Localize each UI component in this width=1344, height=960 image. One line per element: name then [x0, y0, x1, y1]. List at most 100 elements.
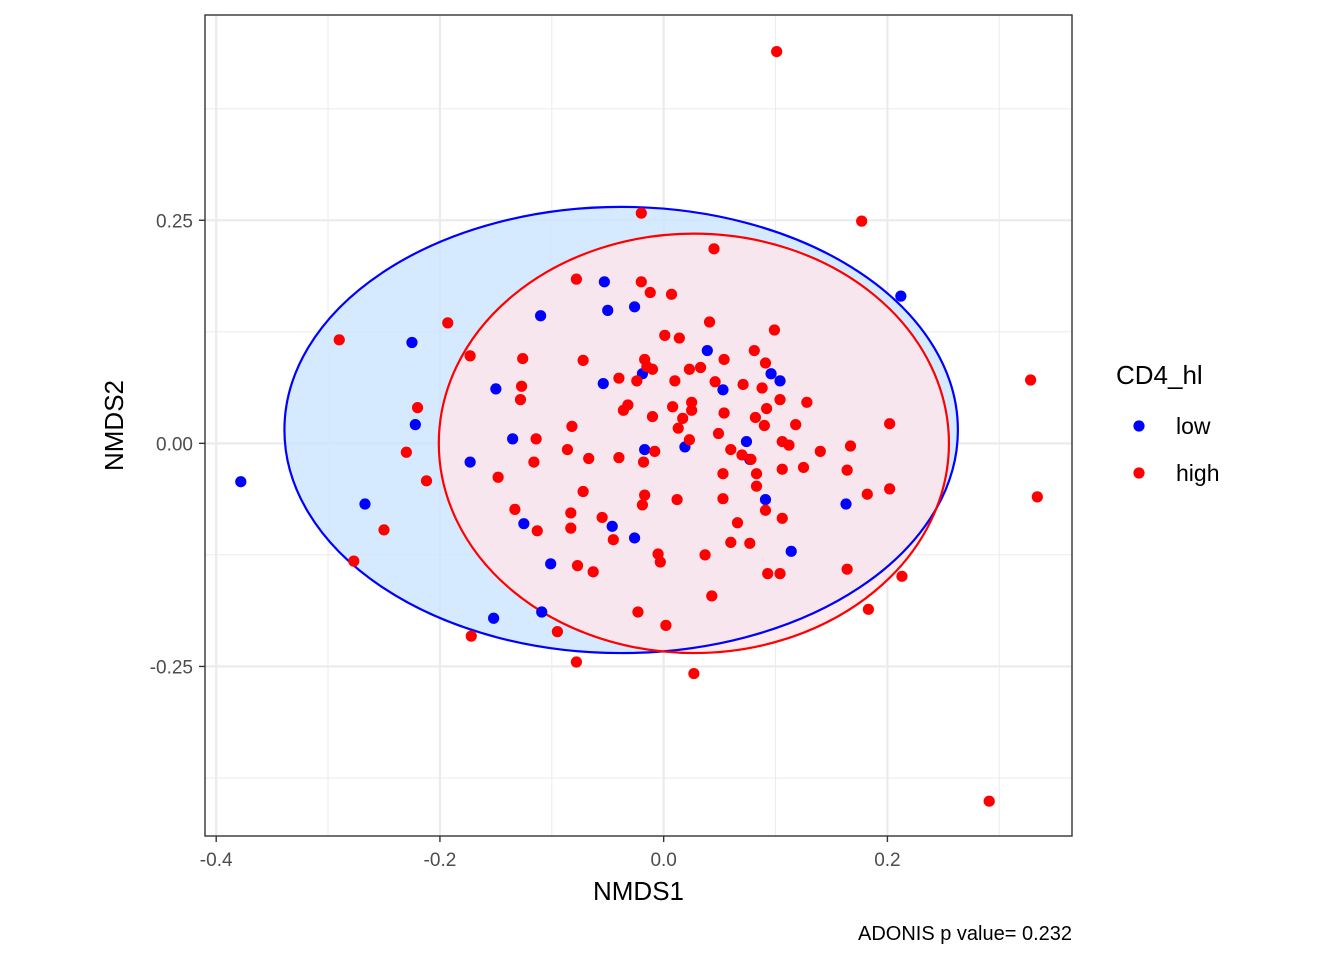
- point-high: [514, 394, 527, 406]
- point-high: [617, 404, 629, 416]
- point-high: [635, 207, 647, 219]
- point-high: [706, 590, 718, 602]
- point-high: [841, 563, 853, 575]
- point-high: [759, 504, 772, 516]
- point-high: [750, 468, 763, 480]
- point-low: [740, 435, 753, 448]
- point-high: [861, 488, 873, 500]
- point-low: [518, 518, 530, 530]
- point-high: [688, 667, 700, 680]
- point-low: [536, 606, 548, 618]
- point-high: [660, 619, 672, 631]
- x-tick-label: 0.2: [874, 850, 900, 871]
- point-high: [737, 378, 749, 391]
- point-high: [797, 461, 810, 474]
- point-low: [488, 612, 500, 624]
- point-high: [565, 507, 577, 519]
- point-high: [862, 603, 874, 615]
- point-high: [509, 503, 521, 515]
- point-high: [464, 350, 476, 362]
- point-high: [736, 449, 748, 461]
- point-low: [717, 384, 729, 396]
- point-high: [587, 566, 599, 578]
- point-high: [776, 512, 788, 524]
- point-low: [359, 498, 371, 510]
- point-high: [465, 630, 477, 642]
- point-low: [840, 498, 852, 510]
- point-high: [983, 795, 995, 807]
- ellipse-outline-low: [283, 205, 959, 655]
- point-high: [378, 524, 390, 536]
- x-tick-label: -0.2: [424, 850, 457, 871]
- point-low: [535, 310, 547, 322]
- point-high: [844, 440, 857, 452]
- point-low: [895, 290, 907, 302]
- point-high: [801, 396, 813, 408]
- point-high: [717, 493, 729, 505]
- legend-label-low: low: [1176, 413, 1211, 439]
- point-high: [613, 372, 625, 384]
- point-high: [667, 401, 679, 413]
- point-high: [708, 243, 720, 255]
- adonis-caption: ADONIS p value= 0.232: [858, 923, 1072, 945]
- x-axis-title: NMDS1: [593, 876, 684, 906]
- y-tick-label: 0.00: [156, 434, 193, 455]
- point-high: [531, 525, 543, 537]
- point-high: [411, 402, 424, 414]
- point-high: [644, 286, 656, 299]
- point-high: [530, 433, 542, 445]
- point-high: [528, 456, 540, 468]
- point-high: [515, 380, 528, 392]
- point-high: [749, 411, 762, 424]
- point-high: [654, 556, 666, 568]
- x-tick-label: 0.0: [650, 850, 676, 871]
- point-low: [785, 545, 797, 557]
- point-high: [1031, 491, 1043, 503]
- point-high: [709, 376, 721, 388]
- legend-key-high: [1133, 467, 1145, 479]
- point-low: [235, 476, 247, 488]
- y-axis-title: NMDS2: [99, 380, 129, 471]
- point-high: [665, 288, 678, 300]
- point-high: [583, 452, 595, 465]
- point-high: [686, 404, 698, 416]
- point-high: [570, 273, 583, 285]
- point-low: [765, 368, 777, 380]
- legend: CD4_hl low high: [1116, 360, 1219, 486]
- point-high: [517, 352, 529, 365]
- point-high: [649, 445, 661, 457]
- confidence-ellipses: [283, 205, 959, 655]
- point-high: [760, 402, 773, 415]
- point-high: [672, 422, 684, 434]
- point-low: [759, 493, 772, 506]
- point-high: [756, 382, 768, 394]
- point-high: [561, 443, 574, 456]
- point-high: [699, 549, 711, 561]
- point-high: [712, 427, 725, 440]
- point-high: [731, 517, 744, 529]
- point-low: [545, 558, 557, 570]
- point-high: [632, 606, 644, 618]
- point-high: [420, 475, 433, 487]
- point-high: [814, 445, 826, 457]
- point-low: [628, 532, 641, 544]
- point-low: [598, 276, 610, 288]
- point-high: [566, 420, 578, 432]
- point-low: [639, 443, 651, 456]
- point-high: [762, 568, 774, 580]
- x-tick-label: -0.4: [200, 850, 233, 871]
- point-high: [768, 324, 781, 336]
- point-high: [551, 626, 563, 638]
- point-high: [694, 361, 707, 374]
- y-axis: -0.25 0.00 0.25: [150, 211, 205, 678]
- point-high: [631, 375, 643, 387]
- point-high: [745, 453, 757, 466]
- ellipse-outline-high: [437, 232, 951, 655]
- point-high: [348, 555, 360, 567]
- point-low: [406, 336, 418, 349]
- point-high: [669, 375, 681, 387]
- point-high: [571, 560, 584, 572]
- point-high: [776, 463, 788, 475]
- point-high: [442, 317, 454, 329]
- y-tick-label: 0.25: [156, 211, 193, 232]
